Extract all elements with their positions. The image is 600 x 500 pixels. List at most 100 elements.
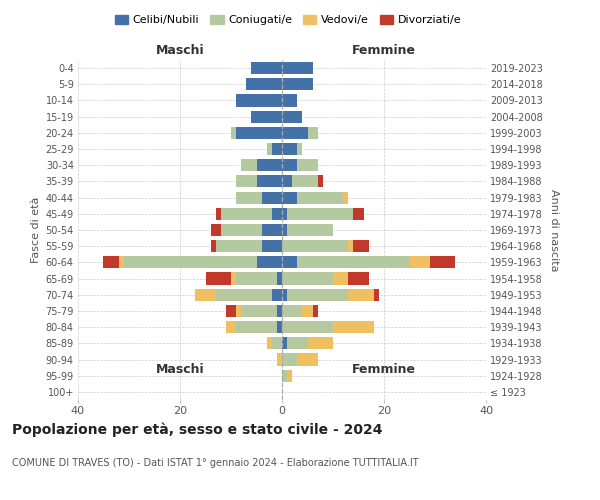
Bar [272, 288, 282, 301]
Text: Femmine: Femmine [352, 44, 416, 57]
Bar [287, 288, 349, 301]
Bar [221, 224, 262, 236]
Bar [313, 305, 318, 317]
Bar [282, 208, 287, 220]
Bar [262, 192, 282, 203]
Bar [236, 272, 277, 284]
Bar [236, 192, 262, 203]
Bar [231, 272, 236, 284]
Bar [226, 321, 236, 333]
Bar [298, 143, 302, 155]
Bar [287, 208, 353, 220]
Bar [241, 305, 277, 317]
Bar [251, 62, 282, 74]
Text: Maschi: Maschi [155, 362, 205, 376]
Bar [262, 224, 282, 236]
Bar [267, 143, 272, 155]
Bar [333, 272, 349, 284]
Bar [292, 176, 318, 188]
Bar [282, 127, 308, 139]
Bar [430, 256, 455, 268]
Bar [277, 272, 282, 284]
Bar [282, 370, 287, 382]
Bar [282, 224, 287, 236]
Bar [206, 272, 231, 284]
Bar [251, 110, 282, 122]
Bar [236, 94, 282, 106]
Bar [119, 256, 124, 268]
Bar [124, 256, 257, 268]
Text: Maschi: Maschi [155, 44, 205, 57]
Bar [298, 354, 318, 366]
Bar [257, 159, 282, 172]
Bar [282, 143, 298, 155]
Bar [302, 305, 313, 317]
Bar [308, 338, 333, 349]
Bar [247, 78, 282, 90]
Bar [257, 256, 282, 268]
Bar [353, 240, 369, 252]
Text: COMUNE DI TRAVES (TO) - Dati ISTAT 1° gennaio 2024 - Elaborazione TUTTITALIA.IT: COMUNE DI TRAVES (TO) - Dati ISTAT 1° ge… [12, 458, 419, 468]
Bar [287, 224, 333, 236]
Bar [277, 354, 282, 366]
Legend: Celibi/Nubili, Coniugati/e, Vedovi/e, Divorziati/e: Celibi/Nubili, Coniugati/e, Vedovi/e, Di… [110, 10, 466, 30]
Bar [374, 288, 379, 301]
Bar [318, 176, 323, 188]
Bar [349, 272, 369, 284]
Bar [282, 62, 313, 74]
Bar [236, 127, 282, 139]
Bar [282, 272, 333, 284]
Bar [277, 305, 282, 317]
Y-axis label: Fasce di età: Fasce di età [31, 197, 41, 263]
Bar [282, 240, 349, 252]
Bar [282, 338, 287, 349]
Bar [282, 288, 287, 301]
Bar [282, 354, 298, 366]
Bar [267, 338, 272, 349]
Bar [277, 321, 282, 333]
Bar [236, 321, 277, 333]
Bar [231, 127, 236, 139]
Bar [272, 143, 282, 155]
Bar [282, 256, 298, 268]
Bar [298, 159, 318, 172]
Bar [298, 256, 410, 268]
Text: Femmine: Femmine [352, 362, 416, 376]
Bar [104, 256, 119, 268]
Bar [236, 305, 241, 317]
Bar [282, 321, 333, 333]
Bar [410, 256, 430, 268]
Bar [282, 176, 292, 188]
Bar [221, 208, 272, 220]
Bar [226, 305, 236, 317]
Bar [298, 192, 343, 203]
Bar [216, 288, 272, 301]
Bar [211, 224, 221, 236]
Bar [287, 338, 308, 349]
Bar [257, 176, 282, 188]
Bar [282, 159, 298, 172]
Bar [241, 159, 257, 172]
Bar [282, 94, 298, 106]
Y-axis label: Anni di nascita: Anni di nascita [548, 188, 559, 271]
Bar [211, 240, 216, 252]
Bar [216, 240, 262, 252]
Bar [287, 370, 292, 382]
Bar [196, 288, 216, 301]
Text: Popolazione per età, sesso e stato civile - 2024: Popolazione per età, sesso e stato civil… [12, 422, 383, 437]
Bar [343, 192, 349, 203]
Bar [282, 192, 298, 203]
Bar [282, 78, 313, 90]
Bar [353, 208, 364, 220]
Bar [349, 240, 353, 252]
Bar [216, 208, 221, 220]
Bar [272, 338, 282, 349]
Bar [272, 208, 282, 220]
Bar [236, 176, 257, 188]
Bar [282, 110, 302, 122]
Bar [282, 305, 302, 317]
Bar [349, 288, 374, 301]
Bar [262, 240, 282, 252]
Bar [333, 321, 374, 333]
Bar [308, 127, 318, 139]
